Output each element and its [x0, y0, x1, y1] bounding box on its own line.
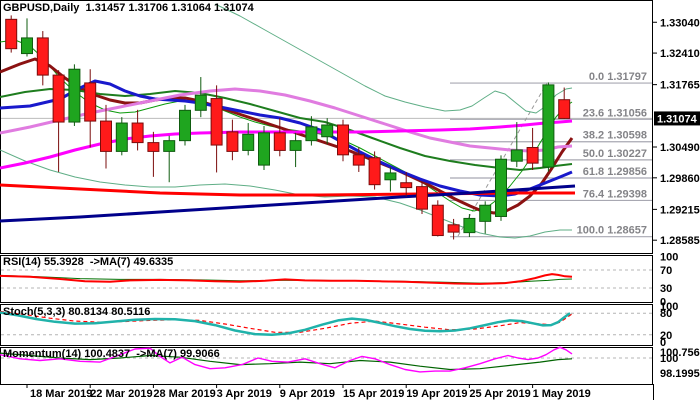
symbol-period-text: GBPUSD,Daily: [3, 2, 80, 14]
date-label: 3 Apr 2019: [217, 388, 272, 400]
candle: [131, 122, 144, 144]
candle: [84, 82, 97, 122]
current-price-label: 1.31074: [657, 113, 698, 125]
sub-axis-label: 0: [660, 297, 666, 309]
candle: [242, 133, 255, 151]
date-label: 15 Apr 2019: [343, 388, 404, 400]
candle: [400, 182, 413, 189]
candle: [495, 158, 507, 217]
price-axis-label: 1.33040: [660, 17, 700, 29]
stoch-k-line: [0, 311, 571, 337]
candle: [258, 132, 270, 166]
ohlc-values: 1.31457 1.31706 1.31064 1.31074: [85, 2, 254, 14]
date-label: 19 Apr 2019: [406, 388, 467, 400]
candle: [163, 140, 176, 152]
candle: [147, 142, 160, 152]
sub-axis-label: 0: [660, 337, 666, 349]
fib-label: 50.0 1.30227: [583, 148, 647, 160]
candle: [289, 140, 302, 151]
price-axis-label: 1.30490: [660, 142, 700, 154]
fib-label: 100.0 1.28657: [577, 225, 647, 237]
date-label: 1 May 2019: [533, 388, 591, 400]
candle: [321, 124, 334, 138]
candle: [5, 18, 18, 50]
price-axis-label: 1.31765: [660, 80, 700, 92]
candle: [368, 157, 381, 186]
sub-axis-label: 100: [660, 301, 678, 313]
fib-label: 23.6 1.31056: [583, 107, 647, 119]
sub-axis-label: 100: [660, 353, 678, 365]
rsi-indicator-label: RSI(14) 55.3928 ->MA(7) 49.6335: [3, 256, 174, 268]
bollinger-lower-band: [0, 149, 572, 239]
ma-navy: [0, 184, 576, 223]
fib-label: 0.0 1.31797: [589, 71, 647, 83]
sub-axis-label: 80: [660, 308, 672, 320]
sub-axis-label: 20: [660, 330, 672, 342]
price-axis-label: 1.29215: [660, 204, 700, 216]
sub-axis-label: 30: [660, 283, 672, 295]
current-price-box: [654, 111, 700, 126]
date-label: 18 Mar 2019: [30, 388, 92, 400]
candle: [558, 99, 571, 119]
candle: [68, 68, 81, 123]
candle: [52, 74, 65, 123]
candle: [526, 146, 539, 164]
candle: [510, 149, 523, 162]
date-label: 22 Mar 2019: [90, 388, 152, 400]
candle: [542, 84, 555, 168]
momentum-line: [0, 346, 573, 373]
candle: [100, 120, 112, 152]
candle: [194, 94, 207, 111]
candle: [273, 132, 286, 151]
candle: [226, 131, 239, 152]
ma-orchid: [0, 87, 573, 153]
chart-title: GBPUSD,Daily 1.31457 1.31706 1.31064 1.3…: [3, 2, 254, 14]
price-axis-label: 1.32410: [660, 48, 700, 60]
bollinger-upper-band: [214, 3, 573, 114]
price-axis-label: 1.28585: [660, 235, 700, 247]
candle: [179, 109, 191, 142]
candle: [463, 217, 476, 234]
date-label: 25 Apr 2019: [469, 388, 530, 400]
stoch-indicator-label: Stoch(5,3,3) 80.8134 80.5116: [3, 306, 151, 318]
sub-axis-label: 100: [660, 252, 678, 264]
date-label: 9 Apr 2019: [280, 388, 335, 400]
candle: [21, 37, 33, 55]
candle: [352, 154, 365, 166]
candle: [305, 126, 318, 142]
candle: [431, 204, 444, 237]
date-label: 28 Mar 2019: [153, 388, 215, 400]
fib-label: 38.2 1.30598: [583, 130, 647, 142]
momentum-ma-line: [0, 352, 573, 371]
candle: [36, 37, 49, 76]
candle: [479, 204, 492, 222]
candle: [416, 186, 428, 210]
candle: [337, 124, 349, 156]
candle: [384, 172, 397, 181]
momentum-indicator-label: Momentum(14) 100.4837 ->MA(7) 99.9066: [3, 348, 220, 360]
price-axis-label: 1.29860: [660, 173, 700, 185]
candle: [115, 122, 128, 152]
sub-axis-label: 70: [660, 265, 672, 277]
rsi-line: [0, 273, 573, 285]
candle: [447, 224, 460, 233]
candle: [210, 98, 223, 146]
sub-axis-label: 98.1995: [660, 368, 700, 380]
fib-label: 76.4 1.29398: [583, 188, 647, 200]
fib-label: 61.8 1.29856: [583, 166, 647, 178]
